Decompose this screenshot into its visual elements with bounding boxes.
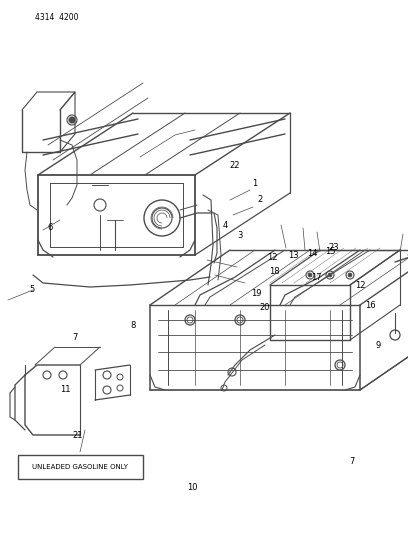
Text: 7: 7 (72, 334, 78, 343)
Text: 6: 6 (47, 223, 53, 232)
Text: 17: 17 (310, 273, 322, 282)
Text: 19: 19 (251, 288, 261, 297)
Text: 20: 20 (260, 303, 270, 312)
Circle shape (69, 117, 75, 123)
Text: 21: 21 (73, 431, 83, 440)
Text: 15: 15 (325, 247, 335, 256)
Text: 3: 3 (237, 230, 243, 239)
Text: 4: 4 (222, 221, 228, 230)
Text: 16: 16 (365, 301, 375, 310)
Text: 1: 1 (253, 179, 257, 188)
FancyBboxPatch shape (18, 455, 143, 479)
Text: 10: 10 (187, 483, 197, 492)
Text: 9: 9 (375, 341, 381, 350)
Text: 14: 14 (307, 248, 317, 257)
Text: 7: 7 (349, 457, 355, 466)
Text: 22: 22 (230, 160, 240, 169)
Circle shape (348, 273, 352, 277)
Text: 12: 12 (267, 254, 277, 262)
Text: 18: 18 (269, 268, 279, 277)
Text: 23: 23 (329, 244, 339, 253)
Text: 13: 13 (288, 252, 298, 261)
Text: 12: 12 (355, 280, 365, 289)
Text: 11: 11 (60, 385, 70, 394)
Circle shape (328, 273, 332, 277)
Text: 4314  4200: 4314 4200 (35, 13, 78, 22)
Text: 8: 8 (130, 320, 136, 329)
Text: 2: 2 (257, 196, 263, 205)
Circle shape (308, 273, 312, 277)
Text: UNLEADED GASOLINE ONLY: UNLEADED GASOLINE ONLY (32, 464, 128, 470)
Text: 5: 5 (29, 286, 35, 295)
